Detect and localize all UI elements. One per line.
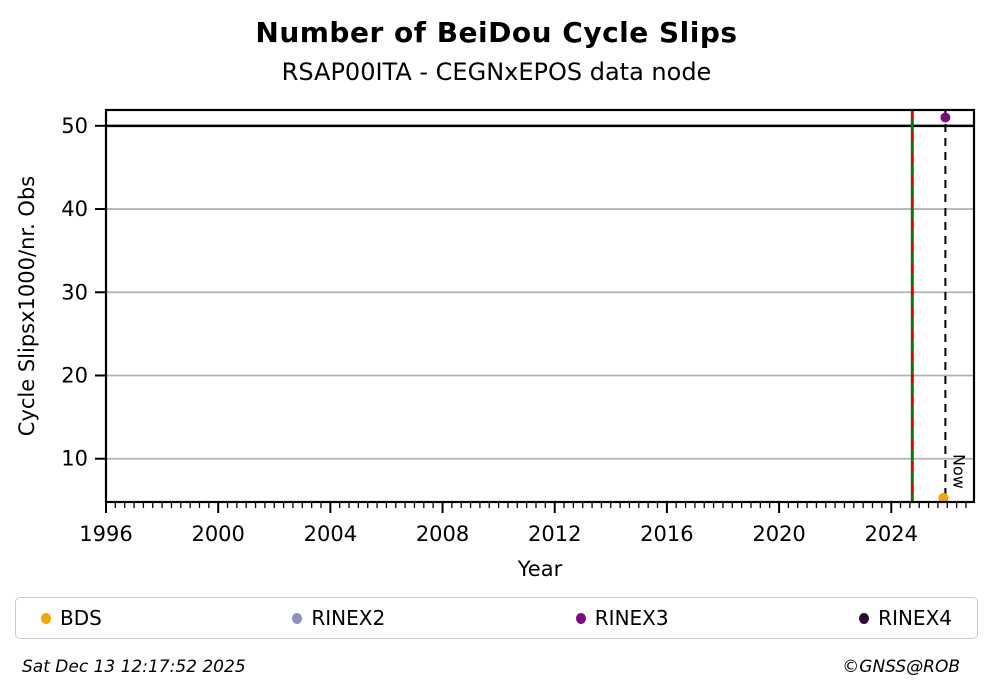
- timestamp: Sat Dec 13 12:17:52 2025: [22, 657, 246, 677]
- chart-canvas: 1996 2000 2004 2008 2012 2016 2020 2024 10 20 30 40…: [15, 108, 976, 581]
- page-subtitle: RSAP00ITA - CEGNxEPOS data node: [281, 58, 712, 86]
- x-tick-label: 2016: [640, 522, 693, 546]
- legend-label-rinex3: RINEX3: [594, 606, 669, 630]
- rinex3-marker-icon: [575, 612, 586, 624]
- legend: BDS RINEX2 RINEX3 RINEX4: [15, 597, 978, 639]
- data-point-bds: [938, 492, 949, 503]
- y-tick-label: 20: [61, 363, 88, 387]
- data-point-rinex3: [940, 112, 951, 123]
- legend-item-rinex4: RINEX4: [859, 606, 952, 630]
- bds-marker-icon: [41, 612, 51, 624]
- x-tick-label: 1996: [79, 522, 132, 546]
- legend-item-rinex3: RINEX3: [575, 606, 669, 630]
- rinex4-marker-icon: [859, 612, 870, 624]
- x-tick-label: 2012: [528, 522, 581, 546]
- x-axis-label: Year: [517, 557, 563, 581]
- plot-border: [104, 108, 976, 504]
- x-tick-label: 2000: [191, 522, 244, 546]
- page-title: Number of BeiDou Cycle Slips: [255, 16, 738, 49]
- x-tick-label: 2024: [865, 522, 918, 546]
- x-tick-label: 2008: [416, 522, 469, 546]
- legend-item-rinex2: RINEX2: [292, 606, 385, 630]
- x-tick-label: 2004: [304, 522, 357, 546]
- credit: ©GNSS@ROB: [842, 657, 960, 677]
- rinex2-marker-icon: [292, 612, 303, 624]
- legend-label-rinex4: RINEX4: [878, 606, 952, 630]
- x-tick-label: 2020: [752, 522, 805, 546]
- legend-item-bds: BDS: [41, 606, 102, 630]
- footer: Sat Dec 13 12:17:52 2025 ©GNSS@ROB: [0, 652, 993, 682]
- y-tick-label: 40: [61, 197, 88, 221]
- now-label: Now: [949, 454, 968, 489]
- y-tick-label: 50: [61, 114, 88, 138]
- legend-label-bds: BDS: [60, 606, 102, 630]
- y-tick-label: 30: [61, 280, 88, 304]
- legend-label-rinex2: RINEX2: [311, 606, 386, 630]
- y-tick-label: 10: [61, 447, 88, 471]
- y-axis-label: Cycle Slipsx1000/nr. Obs: [15, 176, 39, 436]
